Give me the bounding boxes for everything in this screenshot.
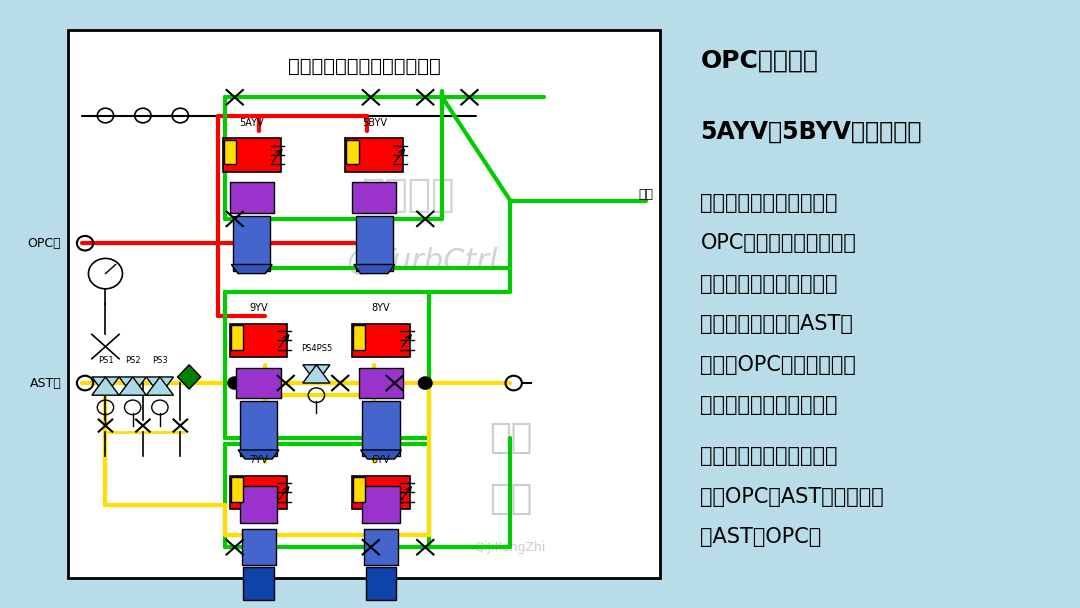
Polygon shape	[92, 377, 119, 395]
Bar	[362, 401, 400, 456]
Text: OPC工况下：: OPC工况下：	[700, 49, 819, 73]
Text: 与红色OPC油之间的单向: 与红色OPC油之间的单向	[700, 355, 856, 375]
Bar	[222, 138, 281, 171]
Polygon shape	[146, 377, 174, 395]
Bar	[231, 477, 243, 502]
Bar	[231, 325, 243, 350]
Text: PS4PS5: PS4PS5	[300, 344, 332, 353]
Circle shape	[418, 377, 432, 389]
Bar	[230, 475, 287, 510]
Bar	[243, 567, 274, 601]
Bar	[352, 475, 410, 510]
Text: 阀，主汽门并不会关闭。: 阀，主汽门并不会关闭。	[700, 395, 838, 415]
Text: 控制: 控制	[488, 482, 532, 516]
Circle shape	[228, 377, 242, 389]
Polygon shape	[146, 377, 174, 395]
Bar	[352, 182, 396, 213]
Bar	[364, 529, 399, 565]
Text: PS3: PS3	[152, 356, 167, 365]
Text: 8YV: 8YV	[372, 303, 390, 313]
Text: 单向阀：有压差时，油可: 单向阀：有压差时，油可	[700, 446, 838, 466]
Text: OPC油直接与绿色排油导: OPC油直接与绿色排油导	[700, 233, 856, 253]
Text: 5AYV: 5AYV	[240, 118, 265, 128]
Polygon shape	[302, 365, 330, 383]
Text: QiJiKongZhi: QiJiKongZhi	[474, 541, 546, 554]
Bar	[355, 216, 393, 271]
Text: PS1: PS1	[97, 356, 113, 365]
Polygon shape	[238, 450, 279, 459]
Text: 从AST向OPC排: 从AST向OPC排	[700, 527, 822, 547]
Bar	[230, 323, 287, 358]
Bar	[240, 486, 278, 523]
Polygon shape	[354, 264, 394, 274]
Bar	[224, 140, 237, 164]
Bar	[362, 486, 400, 523]
Polygon shape	[302, 365, 330, 383]
Bar	[230, 182, 274, 213]
Bar	[353, 477, 365, 502]
Text: 以从OPC向AST排，但不会: 以从OPC向AST排，但不会	[700, 486, 885, 506]
Polygon shape	[231, 264, 272, 274]
Bar	[366, 567, 396, 601]
Bar	[233, 216, 270, 271]
Text: 汽机: 汽机	[488, 421, 532, 455]
Polygon shape	[119, 377, 146, 395]
Text: PS2: PS2	[125, 356, 140, 365]
Text: 7YV: 7YV	[249, 455, 268, 465]
Text: 上面两个卸载阀被顶开，: 上面两个卸载阀被顶开，	[700, 193, 838, 213]
Bar	[353, 325, 365, 350]
Text: 节汽门，由于黄色AST油: 节汽门，由于黄色AST油	[700, 314, 853, 334]
Polygon shape	[92, 377, 119, 395]
Bar	[346, 138, 403, 171]
Bar	[68, 30, 660, 578]
Bar	[352, 323, 410, 358]
Polygon shape	[119, 377, 146, 395]
Text: @TurbCtrl: @TurbCtrl	[346, 247, 498, 276]
Polygon shape	[361, 450, 402, 459]
Bar	[240, 401, 278, 456]
Text: 汽机控制: 汽机控制	[362, 176, 455, 213]
Text: AST油: AST油	[29, 376, 62, 390]
Bar	[242, 529, 275, 565]
Text: 通，系统迅速排油关闭调: 通，系统迅速排油关闭调	[700, 274, 838, 294]
Bar	[347, 140, 359, 164]
Text: 5BYV: 5BYV	[362, 118, 387, 128]
Text: OPC油: OPC油	[28, 237, 62, 250]
Text: 6YV: 6YV	[372, 455, 390, 465]
Text: 高压遮断模块及超速限制模块: 高压遮断模块及超速限制模块	[287, 57, 441, 77]
Bar	[237, 368, 281, 398]
Bar	[359, 368, 403, 398]
Text: 排油: 排油	[638, 188, 653, 201]
Polygon shape	[177, 365, 201, 389]
Text: 5AYV、5BYV电磁阀带电: 5AYV、5BYV电磁阀带电	[700, 120, 922, 143]
Text: 9YV: 9YV	[249, 303, 268, 313]
